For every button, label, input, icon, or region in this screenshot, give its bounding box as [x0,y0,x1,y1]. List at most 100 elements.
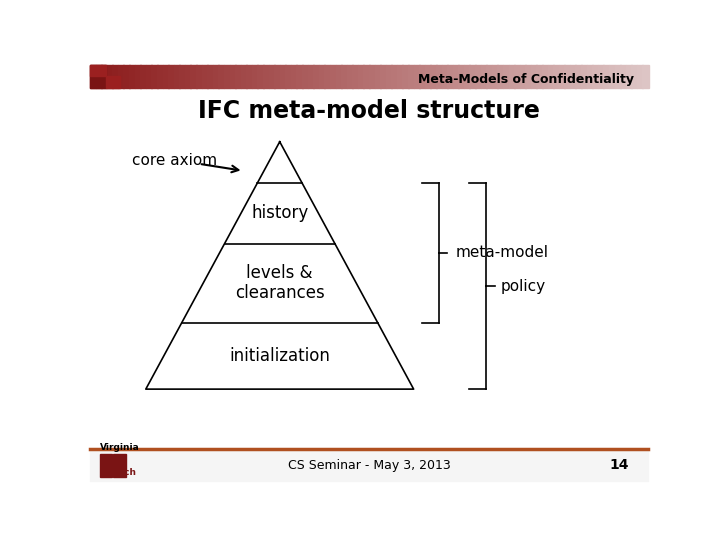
Bar [207,65,213,88]
Bar [559,65,565,88]
Bar [90,65,96,88]
Text: 14: 14 [609,458,629,472]
Bar [564,65,570,88]
Bar [413,65,420,88]
Bar [174,65,180,88]
Bar [603,65,610,88]
Bar [475,65,481,88]
Bar [246,65,253,88]
Bar [124,65,130,88]
Bar [386,65,392,88]
Bar [526,65,531,88]
Bar [151,65,158,88]
Bar [291,65,297,88]
Text: meta-model: meta-model [456,245,549,260]
Bar [307,65,314,88]
Bar [347,65,353,88]
Bar [587,65,593,88]
Text: Meta-Models of Confidentiality: Meta-Models of Confidentiality [418,73,634,86]
Bar [336,65,342,88]
Bar [492,65,498,88]
Bar [408,65,414,88]
Bar [213,65,219,88]
Bar [637,65,643,88]
Bar [642,65,649,88]
Bar [313,65,320,88]
Bar [101,65,107,88]
Bar [145,65,152,88]
Text: levels &
clearances: levels & clearances [235,264,325,302]
Bar [196,65,202,88]
Text: CS Seminar - May 3, 2013: CS Seminar - May 3, 2013 [287,458,451,472]
Bar [179,65,186,88]
Bar [380,65,387,88]
Text: policy: policy [500,279,545,294]
Bar [90,65,106,76]
Bar [392,65,397,88]
Bar [129,65,135,88]
Bar [100,454,112,477]
Bar [609,65,615,88]
Bar [330,65,336,88]
Bar [397,65,403,88]
Bar [118,65,124,88]
Text: history: history [251,204,308,222]
Bar [453,65,459,88]
Bar [114,454,126,477]
Bar [135,65,141,88]
Bar [570,65,576,88]
Bar [140,65,146,88]
Bar [374,65,381,88]
Bar [218,65,225,88]
Bar [464,65,470,88]
Bar [190,65,197,88]
Bar [364,65,369,88]
Bar [486,65,492,88]
Bar [157,65,163,88]
Bar [631,65,637,88]
Bar [441,65,448,88]
Bar [302,65,308,88]
Bar [498,65,503,88]
Bar [419,65,426,88]
Bar [447,65,454,88]
Bar [531,65,537,88]
Text: Tech: Tech [114,468,136,477]
Bar [431,65,436,88]
Bar [90,65,106,88]
Bar [258,65,264,88]
Bar [263,65,269,88]
Bar [598,65,604,88]
Bar [358,65,364,88]
Bar [520,65,526,88]
Bar [459,65,464,88]
Text: Virginia: Virginia [100,443,140,453]
Bar [269,65,275,88]
Bar [620,65,626,88]
Bar [90,449,648,481]
Bar [230,65,235,88]
Bar [163,65,168,88]
Bar [626,65,632,88]
Bar [508,65,515,88]
Text: initialization: initialization [229,347,330,365]
Bar [297,65,302,88]
Bar [106,76,120,88]
Bar [536,65,543,88]
Bar [324,65,330,88]
Bar [341,65,347,88]
Bar [469,65,476,88]
Bar [593,65,598,88]
Bar [436,65,442,88]
Bar [235,65,241,88]
Text: IFC meta-model structure: IFC meta-model structure [198,99,540,123]
Bar [481,65,487,88]
Bar [369,65,375,88]
Bar [280,65,286,88]
Bar [112,65,119,88]
Bar [168,65,174,88]
Bar [503,65,509,88]
Bar [542,65,548,88]
Bar [224,65,230,88]
Bar [96,65,102,88]
